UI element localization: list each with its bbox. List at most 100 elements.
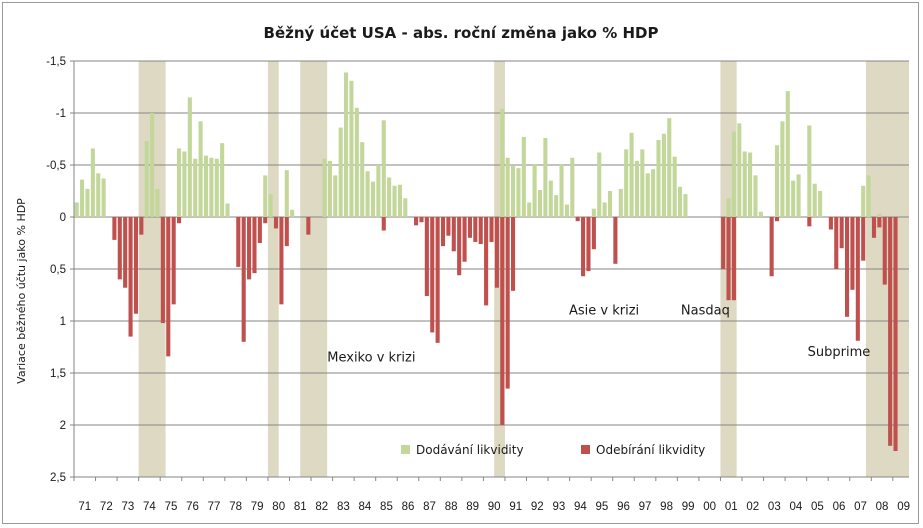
y-tick-label-5: 1 (60, 316, 66, 328)
bar-s0-50 (559, 163, 564, 217)
bar-s1-13 (252, 217, 257, 274)
bar-s0-45 (532, 163, 537, 217)
x-tick-label-2: 73 (121, 501, 134, 513)
bar-s1-45 (721, 217, 726, 269)
bar-s1-28 (451, 217, 456, 252)
bar-s0-37 (397, 184, 402, 217)
bar-s0-9 (177, 148, 182, 217)
bar-s0-81 (796, 174, 801, 217)
bar-s0-78 (780, 121, 785, 217)
chart-title: Běžný účet USA - abs. roční změna jako %… (264, 24, 659, 42)
bar-s0-73 (742, 151, 747, 217)
bar-s1-3 (128, 217, 133, 337)
x-tick-label-25: 96 (617, 501, 630, 513)
bar-s0-67 (672, 156, 677, 217)
y-axis: -1,5 -1 -0,5 0 0,5 1 1,5 2 2,5 (46, 56, 75, 484)
bar-s0-66 (667, 118, 672, 217)
bar-s1-38 (505, 217, 510, 389)
bar-s1-46 (726, 217, 731, 301)
bar-s0-60 (634, 160, 639, 217)
bar-s1-6 (160, 217, 165, 324)
x-tick-label-23: 94 (574, 501, 587, 513)
bars (74, 72, 898, 451)
bar-s1-17 (279, 217, 284, 305)
bar-s0-33 (376, 165, 381, 217)
bar-s0-68 (678, 186, 683, 217)
bar-s1-22 (419, 217, 424, 223)
bar-s0-54 (597, 152, 602, 217)
bar-s1-15 (263, 217, 268, 224)
bar-s0-48 (548, 180, 553, 217)
bar-s0-53 (591, 208, 596, 217)
bar-s1-40 (575, 217, 580, 222)
bar-s0-46 (537, 189, 543, 217)
x-tick-label-20: 91 (509, 501, 522, 513)
bar-s0-18 (225, 203, 230, 217)
chart-svg: Běžný účet USA - abs. roční změna jako %… (15, 24, 910, 513)
x-tick-label-0: 71 (78, 501, 91, 513)
bar-s0-82 (807, 125, 812, 217)
bar-s0-71 (731, 131, 736, 217)
bar-s0-47 (543, 137, 548, 217)
bar-s0-27 (344, 72, 349, 217)
bar-s1-56 (855, 217, 860, 341)
bar-s1-11 (241, 217, 246, 342)
bar-s1-57 (861, 217, 866, 261)
y-tick-label-3: 0 (60, 212, 66, 224)
bar-s1-8 (171, 217, 176, 305)
y-tick-label-4: 0,5 (50, 264, 66, 276)
bar-s1-7 (166, 217, 171, 357)
bar-s0-24 (327, 160, 332, 217)
bar-s0-79 (785, 91, 790, 217)
bar-s1-62 (893, 217, 898, 451)
bar-s0-76 (758, 211, 763, 217)
bar-s1-12 (247, 217, 252, 280)
bar-s0-87 (877, 213, 882, 217)
x-tick-label-18: 89 (466, 501, 479, 513)
legend-label-providing: Dodávání likvidity (416, 443, 524, 457)
x-tick-label-1: 72 (100, 501, 113, 513)
bar-s0-13 (198, 121, 203, 217)
bar-s0-5 (101, 178, 106, 217)
bar-s0-4 (96, 173, 101, 217)
bar-s0-36 (392, 185, 397, 217)
x-tick-label-14: 85 (380, 501, 393, 513)
bar-s1-14 (257, 217, 262, 243)
x-tick-label-9: 80 (272, 501, 285, 513)
x-tick-label-15: 86 (402, 501, 415, 513)
bar-s0-83 (812, 183, 817, 217)
x-tick-label-11: 82 (315, 501, 328, 513)
bar-s1-33 (478, 217, 483, 245)
bar-s0-12 (193, 158, 198, 217)
bar-s1-10 (236, 217, 241, 267)
bar-s1-50 (807, 217, 812, 227)
x-tick-label-33: 04 (789, 501, 802, 513)
bar-s0-19 (263, 175, 268, 217)
x-tick-label-21: 92 (531, 501, 544, 513)
annotation-1: Asie v krizi (569, 304, 639, 319)
bar-s1-53 (839, 217, 844, 249)
bar-s1-52 (834, 217, 839, 269)
x-tick-label-37: 08 (876, 501, 889, 513)
bar-s1-9 (177, 217, 182, 224)
bar-s1-29 (457, 217, 462, 276)
bar-s0-43 (521, 136, 526, 217)
bar-s1-24 (430, 217, 435, 333)
bar-s0-21 (284, 170, 289, 217)
x-tick-label-6: 77 (208, 501, 221, 513)
bar-s1-47 (731, 217, 736, 301)
bar-s0-61 (640, 149, 645, 217)
bar-s1-35 (489, 217, 494, 242)
bar-s0-63 (651, 169, 656, 217)
x-tick-label-26: 97 (639, 501, 652, 513)
bar-s0-0 (74, 202, 79, 217)
bar-s1-21 (414, 217, 419, 226)
bar-s0-51 (564, 204, 569, 217)
bar-s1-34 (484, 217, 489, 306)
bar-s0-39 (500, 108, 505, 217)
bar-s0-49 (554, 195, 559, 217)
bar-s0-32 (370, 181, 376, 217)
annotation-2: Nasdaq (681, 304, 730, 319)
bar-s1-1 (117, 217, 122, 280)
